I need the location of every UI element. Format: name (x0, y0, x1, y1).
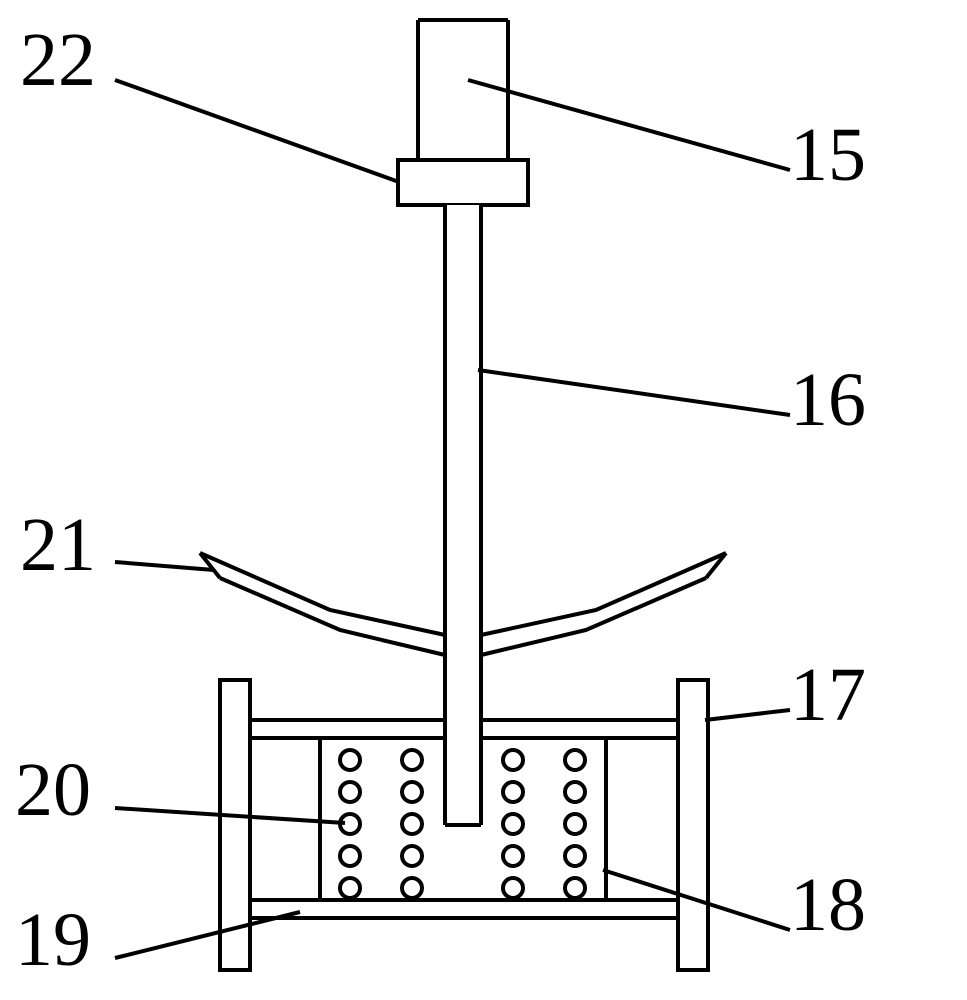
arm-left-inner (220, 578, 445, 655)
shaft-fill (445, 205, 481, 825)
label-17: 17 (790, 653, 866, 737)
hole-right (503, 878, 523, 898)
label-15: 15 (790, 113, 866, 197)
arm-right-inner (481, 578, 706, 655)
leader-19 (115, 912, 300, 958)
hole-left (340, 846, 360, 866)
hole-left (402, 878, 422, 898)
hole-left (402, 814, 422, 834)
label-19: 19 (15, 898, 91, 982)
hole-right (565, 782, 585, 802)
hole-left (340, 878, 360, 898)
label-18: 18 (790, 863, 866, 947)
hole-left (402, 750, 422, 770)
hole-right (565, 814, 585, 834)
hole-right (565, 846, 585, 866)
leader-15 (468, 80, 790, 170)
hole-right (503, 814, 523, 834)
hole-left (340, 750, 360, 770)
leader-20 (115, 808, 345, 823)
label-21: 21 (20, 503, 96, 587)
collar (398, 160, 528, 205)
outer-post-right (678, 680, 708, 970)
label-16: 16 (790, 358, 866, 442)
hole-right (503, 750, 523, 770)
leader-22 (115, 80, 399, 182)
hole-right (565, 750, 585, 770)
hole-left (402, 846, 422, 866)
hole-right (503, 782, 523, 802)
hole-left (402, 782, 422, 802)
leader-21 (115, 562, 214, 570)
hole-right (565, 878, 585, 898)
leader-16 (478, 370, 790, 415)
leader-17 (705, 710, 790, 720)
label-20: 20 (15, 748, 91, 832)
hole-right (503, 846, 523, 866)
label-22: 22 (20, 18, 96, 102)
hole-left (340, 782, 360, 802)
